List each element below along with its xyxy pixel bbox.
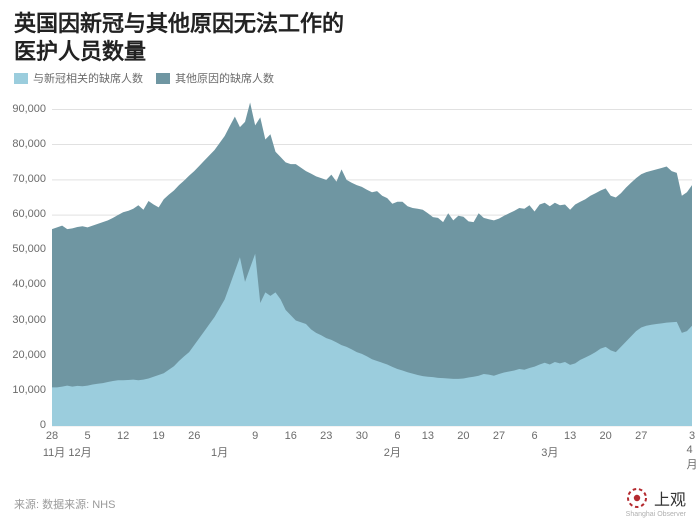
title-line-2: 医护人员数量 [14,39,146,64]
x-tick-label: 26 [188,430,200,442]
y-tick-label: 10,000 [2,384,46,396]
x-tick-label: 13 [564,430,576,442]
x-tick-label: 9 [252,430,258,442]
legend: 与新冠相关的缺席人数 其他原因的缺席人数 [14,70,284,87]
chart-svg [0,90,700,480]
legend-label-other: 其他原因的缺席人数 [175,70,274,86]
x-tick-label: 27 [635,430,647,442]
x-tick-label: 5 [84,430,90,442]
legend-item-covid: 与新冠相关的缺席人数 [14,70,143,86]
legend-item-other: 其他原因的缺席人数 [156,70,274,86]
x-tick-label: 28 [46,430,58,442]
legend-swatch-covid [14,73,28,84]
x-month-label: 11月 12月 [43,444,92,460]
x-month-label: 2月 [384,444,401,460]
chart-title: 英国因新冠与其他原因无法工作的 医护人员数量 [14,10,344,65]
x-tick-label: 3 [689,430,695,442]
y-tick-label: 50,000 [2,243,46,255]
x-tick-label: 20 [600,430,612,442]
x-tick-label: 6 [531,430,537,442]
y-tick-label: 20,000 [2,349,46,361]
y-tick-label: 90,000 [2,103,46,115]
y-tick-label: 80,000 [2,138,46,150]
x-tick-label: 19 [153,430,165,442]
x-tick-label: 27 [493,430,505,442]
title-line-1: 英国因新冠与其他原因无法工作的 [14,11,344,36]
chart-area: 0 10,000 20,000 30,000 40,000 50,000 60,000 70,… [0,90,700,480]
x-tick-label: 13 [422,430,434,442]
brand-logo-icon [626,487,648,509]
x-tick-label: 20 [457,430,469,442]
legend-swatch-other [156,73,170,84]
y-tick-label: 70,000 [2,173,46,185]
brand: 上观 [626,486,686,510]
y-tick-label: 40,000 [2,278,46,290]
x-tick-label: 6 [394,430,400,442]
x-tick-label: 23 [320,430,332,442]
x-month-label: 1月 [211,444,228,460]
x-tick-label: 12 [117,430,129,442]
x-tick-label: 30 [356,430,368,442]
brand-name: 上观 [654,486,686,510]
y-tick-label: 0 [2,419,46,431]
source-footer: 来源: 数据来源: NHS [14,496,115,512]
y-tick-label: 30,000 [2,314,46,326]
legend-label-covid: 与新冠相关的缺席人数 [33,70,143,86]
x-month-label: 4月 [687,444,698,472]
y-tick-label: 60,000 [2,208,46,220]
brand-subtitle: Shanghai Observer [626,511,686,518]
x-month-label: 3月 [541,444,558,460]
x-tick-label: 16 [285,430,297,442]
